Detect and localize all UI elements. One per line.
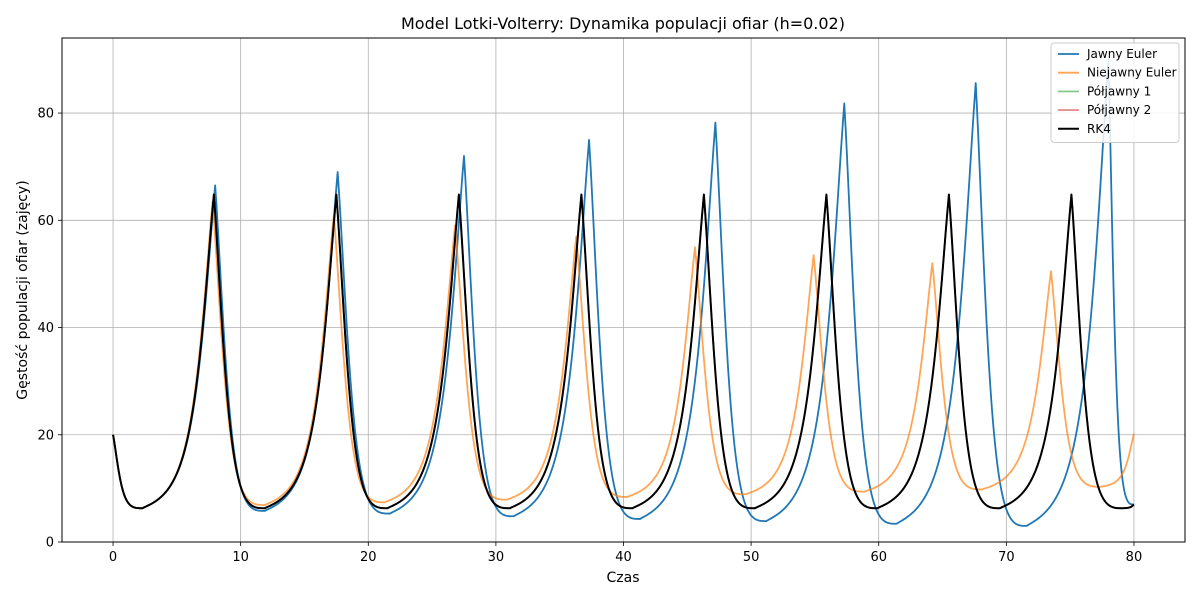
y-tick-label: 0 <box>46 536 54 551</box>
x-tick-label: 80 <box>1126 550 1143 565</box>
x-tick-label: 0 <box>109 550 117 565</box>
x-tick-label: 60 <box>870 550 887 565</box>
legend-entry: Jawny Euler <box>1086 47 1157 61</box>
legend-entry: Półjawny 1 <box>1087 84 1151 98</box>
y-tick-label: 80 <box>37 107 54 122</box>
chart-title: Model Lotki-Volterry: Dynamika populacji… <box>401 14 845 33</box>
legend-entry: RK4 <box>1087 122 1111 136</box>
x-tick-label: 30 <box>488 550 505 565</box>
series-line-niejawny-euler <box>112 200 1135 510</box>
series-line-jawny-euler <box>112 58 1135 527</box>
series-layer <box>112 58 1135 527</box>
y-axis-label: Gęstość populacji ofiar (zajęcy) <box>15 180 31 399</box>
y-tick-label: 60 <box>37 214 54 229</box>
y-tick-label: 20 <box>37 428 54 443</box>
legend-entry: Niejawny Euler <box>1087 66 1177 80</box>
legend-box <box>1050 42 1180 143</box>
series-line-rk4 <box>112 193 1135 510</box>
ticks: 0 10 20 30 40 50 60 70 80 0 20 40 60 80 <box>37 107 1142 565</box>
legend: Jawny Euler Niejawny Euler Półjawny 1 Półja… <box>1050 42 1180 143</box>
x-tick-label: 10 <box>232 550 249 565</box>
x-tick-label: 70 <box>998 550 1015 565</box>
x-axis-label: Czas <box>607 570 640 586</box>
legend-entry: Półjawny 2 <box>1087 103 1151 117</box>
x-tick-label: 20 <box>360 550 377 565</box>
x-tick-label: 40 <box>615 550 632 565</box>
x-tick-label: 50 <box>743 550 760 565</box>
y-tick-label: 40 <box>37 321 54 336</box>
